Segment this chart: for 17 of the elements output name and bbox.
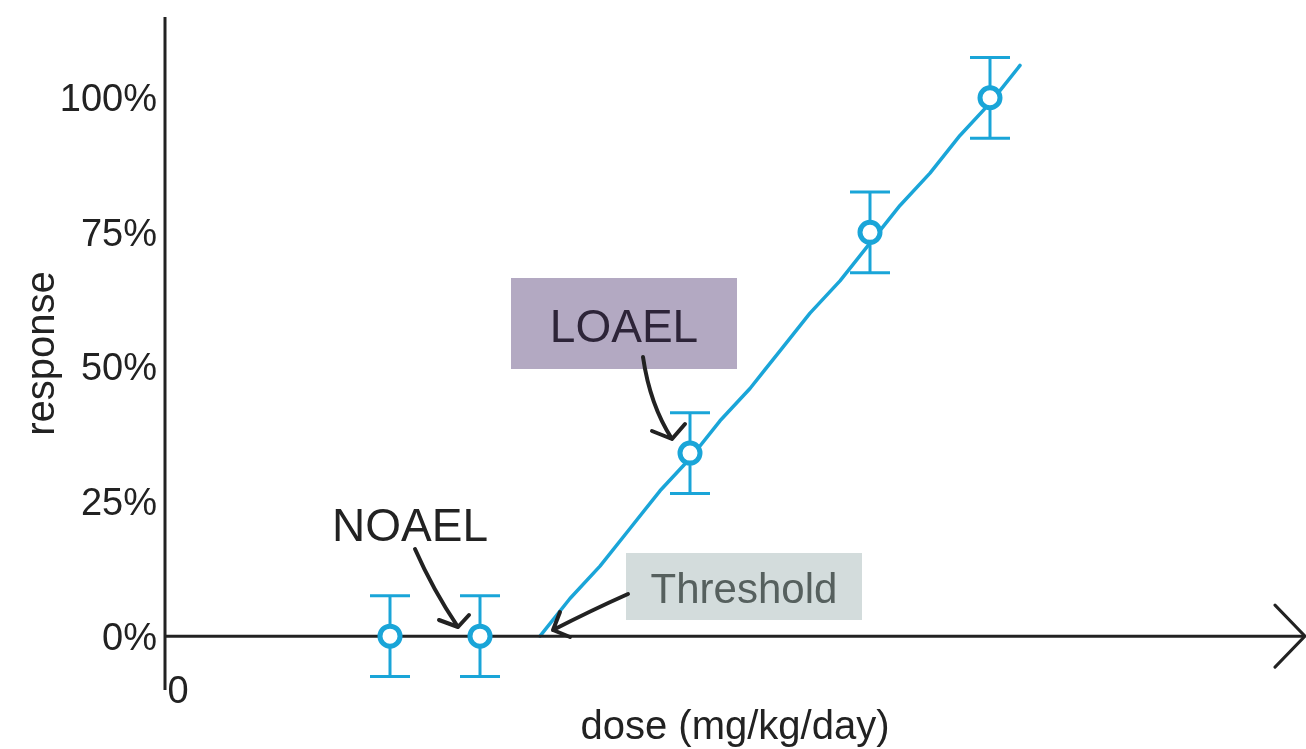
annotation: 0 <box>167 669 189 711</box>
annotation: Threshold <box>650 564 838 612</box>
point <box>377 623 403 649</box>
annotation: LOAEL <box>549 300 699 352</box>
y-axis-title: response <box>18 271 63 436</box>
y-tick-label: 75% <box>80 211 157 254</box>
y-tick-label: 25% <box>80 481 157 524</box>
point <box>977 85 1003 111</box>
y-tick-label: 0% <box>102 615 157 658</box>
y-tick-label: 50% <box>80 346 157 389</box>
y-tick-label: 100% <box>59 77 157 120</box>
point <box>857 219 883 245</box>
annotation: NOAEL <box>332 499 488 551</box>
line-series <box>538 63 1022 638</box>
point <box>467 623 493 649</box>
x-axis-title: dose (mg/kg/day) <box>580 703 890 747</box>
point <box>677 440 703 466</box>
